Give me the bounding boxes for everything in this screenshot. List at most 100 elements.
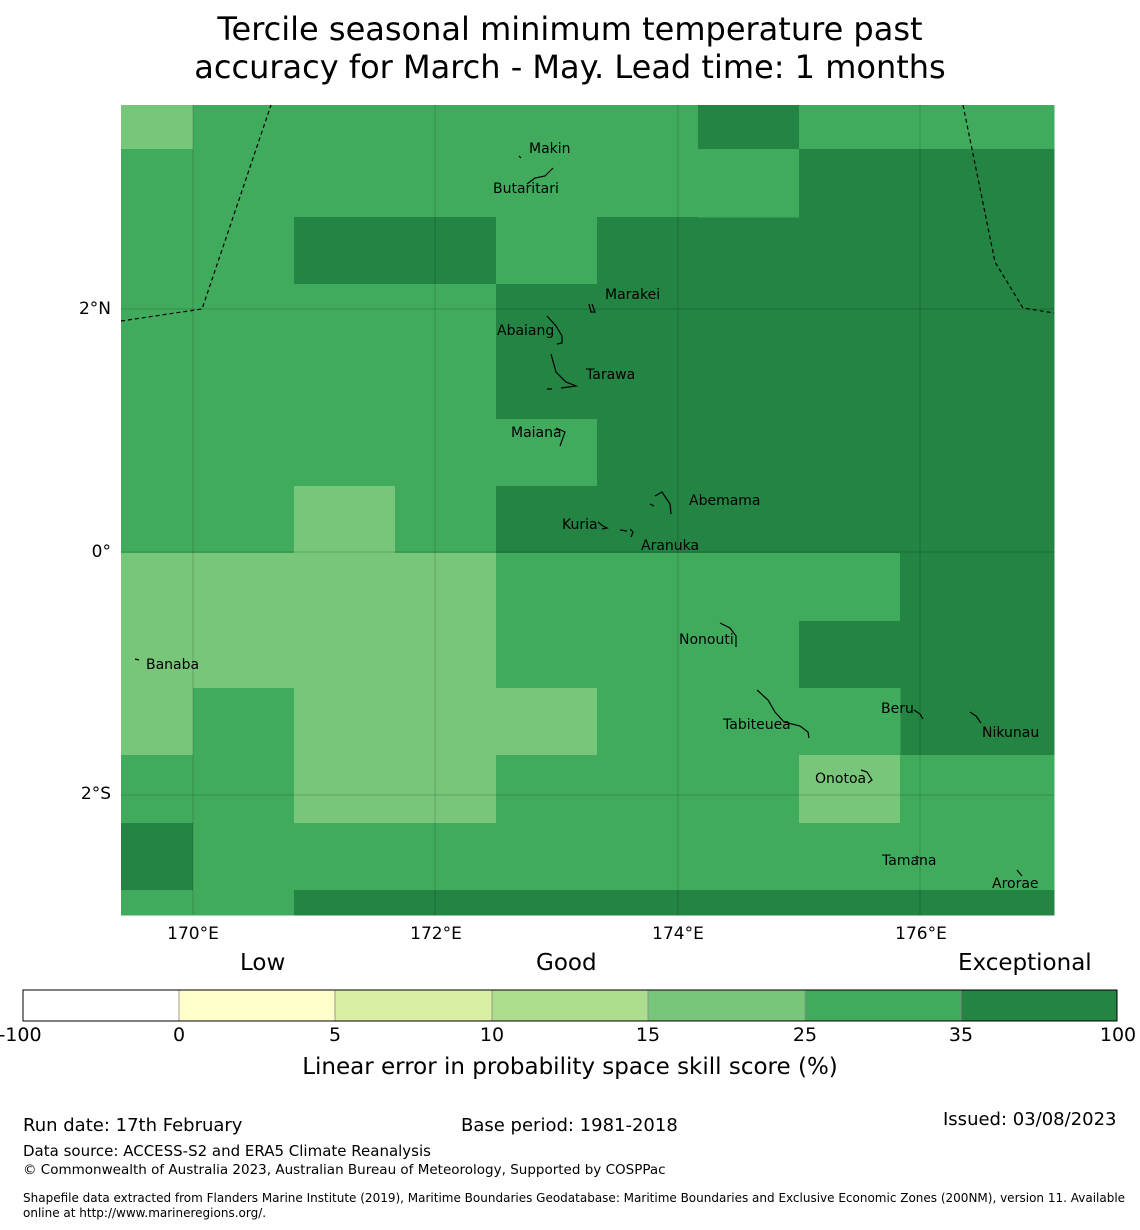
shapefile-note-line2: online at http://www.marineregions.org/. xyxy=(23,1206,267,1220)
grid-cell xyxy=(395,351,497,420)
grid-cell xyxy=(395,105,497,150)
colorbar-tick-label: 100 xyxy=(1099,1024,1137,1046)
place-label-butaritari: Butaritari xyxy=(493,181,559,197)
grid-cell xyxy=(698,149,800,218)
grid-cell xyxy=(597,823,699,891)
base-period: Base period: 1981-2018 xyxy=(461,1115,678,1136)
grid-cell xyxy=(496,217,598,285)
grid-cell xyxy=(294,553,396,622)
place-label-arorae: Arorae xyxy=(992,876,1039,892)
place-label-tabiteuea: Tabiteuea xyxy=(723,717,791,733)
grid-cell xyxy=(294,823,396,891)
atoll-outline xyxy=(719,622,737,647)
grid-cell xyxy=(294,105,396,150)
colorbar-tick-label: 15 xyxy=(635,1024,661,1046)
grid-cell xyxy=(698,688,800,756)
colorbar-segment xyxy=(23,990,179,1021)
grid-cell xyxy=(597,217,699,285)
atoll-outline xyxy=(649,491,672,515)
lon-label-176e: 176°E xyxy=(895,924,947,944)
grid-cell xyxy=(698,284,800,352)
copyright: © Commonwealth of Australia 2023, Austra… xyxy=(23,1162,666,1178)
lon-label-174e: 174°E xyxy=(652,924,704,944)
eez-boundary-west xyxy=(120,104,272,322)
title-line-2: accuracy for March - May. Lead time: 1 m… xyxy=(194,48,946,86)
legend-category-low: Low xyxy=(240,950,286,976)
grid-cell xyxy=(496,553,598,622)
place-label-makin: Makin xyxy=(529,141,571,157)
grid-cell xyxy=(395,486,497,554)
grid-cell xyxy=(121,755,194,824)
place-label-beru: Beru xyxy=(881,701,914,717)
lat-label-2s: 2°S xyxy=(80,784,111,804)
grid-cell xyxy=(597,351,699,420)
colorbar-tick-label: 5 xyxy=(328,1024,342,1046)
lon-label-170e: 170°E xyxy=(167,924,219,944)
grid-cell xyxy=(597,486,699,554)
grid-cell xyxy=(193,823,295,891)
grid-cell xyxy=(597,284,699,352)
grid-cell xyxy=(193,351,295,420)
grid-cell xyxy=(395,755,497,824)
graticule xyxy=(121,105,1054,915)
grid-cell xyxy=(395,419,497,487)
grid-cell xyxy=(121,284,194,352)
grid-cell xyxy=(193,105,295,150)
colorbar-tick-label: 25 xyxy=(792,1024,818,1046)
grid-cell xyxy=(294,890,396,916)
grid-cell xyxy=(395,149,497,218)
shapefile-note-line1: Shapefile data extracted from Flanders M… xyxy=(23,1191,1126,1205)
grid-cell xyxy=(597,149,699,218)
grid-cell xyxy=(597,755,699,824)
skill-grid xyxy=(121,105,1055,916)
grid-cell xyxy=(193,621,295,689)
grid-cell xyxy=(395,621,497,689)
atoll-outline xyxy=(588,303,596,313)
grid-cell xyxy=(698,351,800,420)
grid-cell xyxy=(698,105,800,150)
atoll-outline xyxy=(915,855,920,859)
grid-cell xyxy=(121,688,194,756)
grid-cell xyxy=(193,149,295,218)
grid-cell xyxy=(496,105,598,150)
colorbar-title: Linear error in probability space skill … xyxy=(302,1054,838,1080)
atoll-outline xyxy=(913,709,924,720)
grid-cell xyxy=(698,553,800,622)
grid-cell xyxy=(294,217,396,285)
colorbar-tick-label: 10 xyxy=(479,1024,505,1046)
legend-category-good: Good xyxy=(536,950,597,976)
grid-cell xyxy=(294,149,396,218)
grid-cell xyxy=(597,621,699,689)
atoll-outline xyxy=(518,155,522,159)
grid-cell xyxy=(799,149,1055,554)
grid-cell xyxy=(121,217,194,285)
grid-cell xyxy=(294,688,396,756)
grid-cell xyxy=(799,621,901,689)
grid-cell xyxy=(395,688,497,756)
grid-cell xyxy=(900,553,1055,756)
colorbar-segment xyxy=(648,990,805,1021)
grid-cell xyxy=(121,553,194,622)
place-label-abemama: Abemama xyxy=(689,493,761,509)
grid-cell xyxy=(294,419,396,487)
grid-cell xyxy=(121,105,194,150)
atoll-outline xyxy=(547,353,579,390)
colorbar-segment xyxy=(492,990,648,1021)
grid-cell xyxy=(193,217,295,285)
lat-label-2n: 2°N xyxy=(78,299,111,319)
atoll-outline xyxy=(546,315,563,345)
grid-cell xyxy=(799,823,1055,891)
grid-cell xyxy=(121,486,194,554)
grid-cell xyxy=(496,351,598,420)
eez-boundary-east xyxy=(962,104,1055,314)
grid-cell xyxy=(193,284,295,352)
grid-cell xyxy=(597,105,699,150)
place-label-abaiang: Abaiang xyxy=(497,323,555,339)
legend-category-exceptional: Exceptional xyxy=(958,950,1092,976)
grid-cell xyxy=(698,755,800,824)
grid-cell xyxy=(597,419,699,487)
grid-cell xyxy=(294,621,396,689)
grid-cell xyxy=(799,105,1055,150)
grid-cell xyxy=(193,755,295,824)
